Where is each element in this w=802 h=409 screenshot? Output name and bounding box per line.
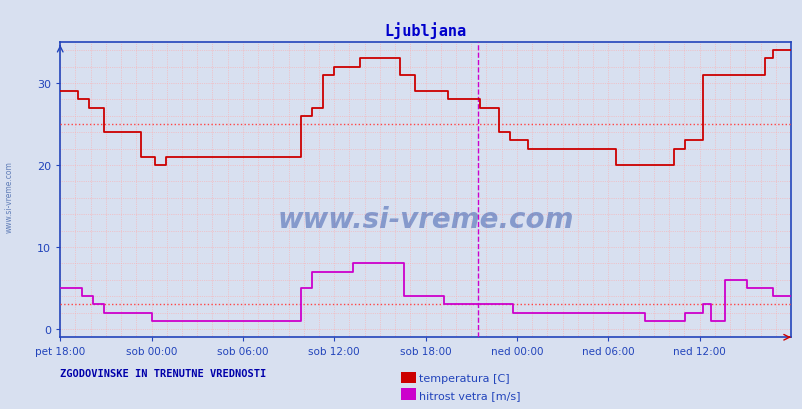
Title: Ljubljana: Ljubljana (384, 22, 466, 39)
Text: ZGODOVINSKE IN TRENUTNE VREDNOSTI: ZGODOVINSKE IN TRENUTNE VREDNOSTI (60, 368, 266, 378)
Text: temperatura [C]: temperatura [C] (419, 373, 509, 383)
Text: www.si-vreme.com: www.si-vreme.com (277, 206, 573, 234)
Text: www.si-vreme.com: www.si-vreme.com (5, 160, 14, 232)
Text: hitrost vetra [m/s]: hitrost vetra [m/s] (419, 390, 520, 400)
